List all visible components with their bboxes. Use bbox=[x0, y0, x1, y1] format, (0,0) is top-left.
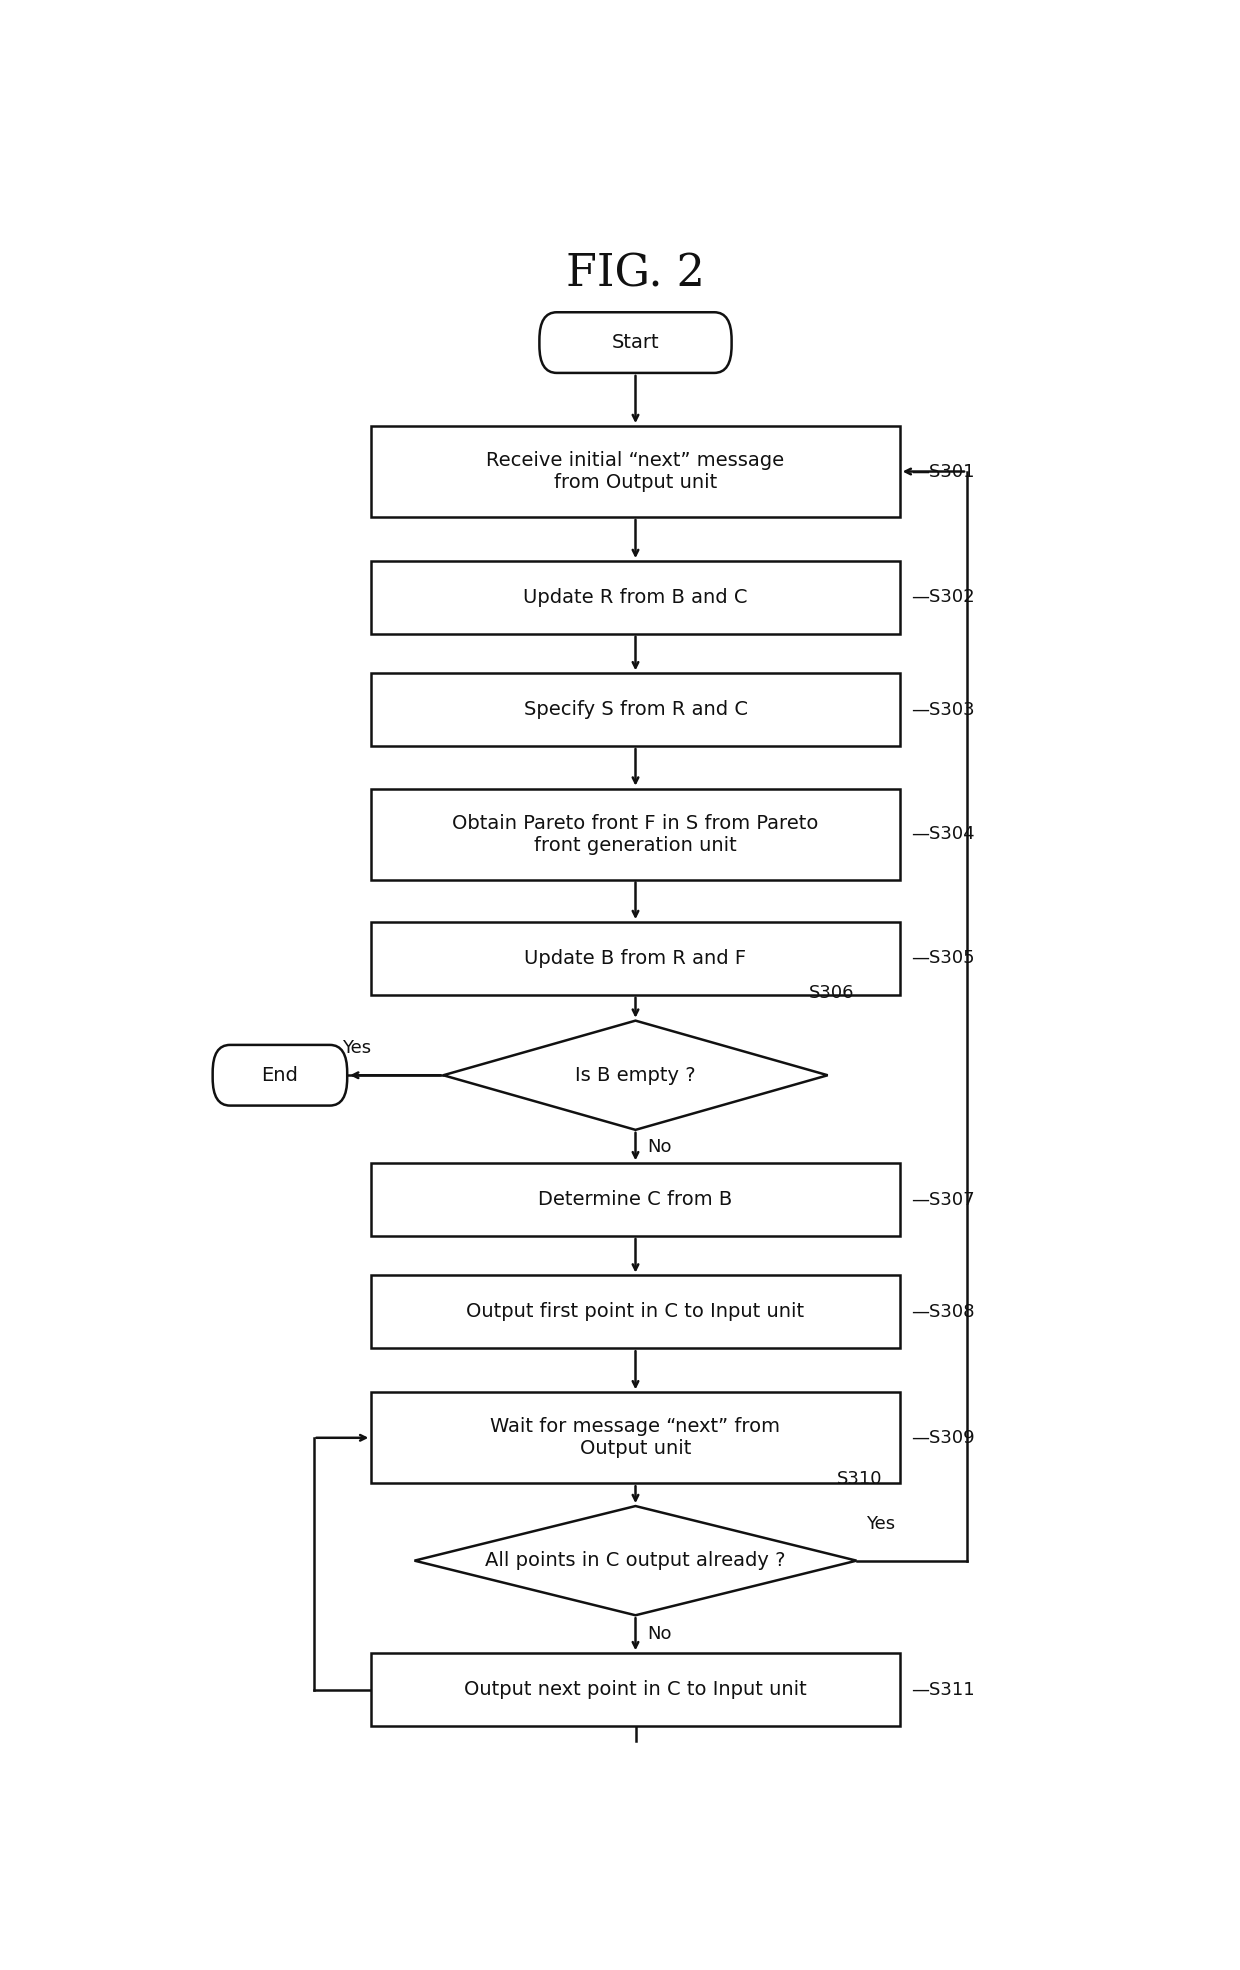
Text: —S309: —S309 bbox=[911, 1428, 975, 1446]
Text: Obtain Pareto front F in S from Pareto
front generation unit: Obtain Pareto front F in S from Pareto f… bbox=[453, 814, 818, 855]
Text: Update B from R and F: Update B from R and F bbox=[525, 950, 746, 967]
Text: Start: Start bbox=[611, 333, 660, 353]
Bar bbox=[371, 788, 900, 879]
Text: —S308: —S308 bbox=[911, 1302, 975, 1320]
Text: —S301: —S301 bbox=[911, 463, 975, 481]
Text: Yes: Yes bbox=[342, 1038, 371, 1058]
Bar bbox=[371, 674, 900, 747]
Text: Is B empty ?: Is B empty ? bbox=[575, 1066, 696, 1085]
Bar bbox=[371, 1653, 900, 1726]
FancyBboxPatch shape bbox=[213, 1044, 347, 1105]
Text: —S304: —S304 bbox=[911, 825, 975, 843]
Text: S306: S306 bbox=[808, 985, 854, 1003]
Text: No: No bbox=[647, 1137, 672, 1156]
Bar bbox=[371, 922, 900, 995]
Bar bbox=[371, 1275, 900, 1347]
Text: S310: S310 bbox=[837, 1470, 883, 1487]
FancyBboxPatch shape bbox=[539, 311, 732, 372]
Text: Specify S from R and C: Specify S from R and C bbox=[523, 699, 748, 719]
Bar bbox=[371, 1393, 900, 1483]
Text: —S303: —S303 bbox=[911, 701, 975, 719]
Text: —S302: —S302 bbox=[911, 589, 975, 607]
Text: No: No bbox=[647, 1625, 672, 1643]
Text: Output first point in C to Input unit: Output first point in C to Input unit bbox=[466, 1302, 805, 1322]
Text: All points in C output already ?: All points in C output already ? bbox=[485, 1550, 786, 1570]
Text: FIG. 2: FIG. 2 bbox=[567, 252, 704, 296]
Bar bbox=[371, 561, 900, 634]
Text: —S307: —S307 bbox=[911, 1190, 975, 1210]
Text: Output next point in C to Input unit: Output next point in C to Input unit bbox=[464, 1680, 807, 1698]
Polygon shape bbox=[444, 1020, 828, 1131]
Text: —S305: —S305 bbox=[911, 950, 975, 967]
Text: Yes: Yes bbox=[866, 1515, 895, 1533]
Polygon shape bbox=[414, 1505, 857, 1615]
Text: Wait for message “next” from
Output unit: Wait for message “next” from Output unit bbox=[491, 1416, 780, 1458]
Text: Receive initial “next” message
from Output unit: Receive initial “next” message from Outp… bbox=[486, 451, 785, 492]
Text: Determine C from B: Determine C from B bbox=[538, 1190, 733, 1210]
Bar bbox=[371, 426, 900, 516]
Text: End: End bbox=[262, 1066, 299, 1085]
Text: Update R from B and C: Update R from B and C bbox=[523, 587, 748, 607]
Text: —S311: —S311 bbox=[911, 1680, 975, 1698]
Bar bbox=[371, 1162, 900, 1235]
